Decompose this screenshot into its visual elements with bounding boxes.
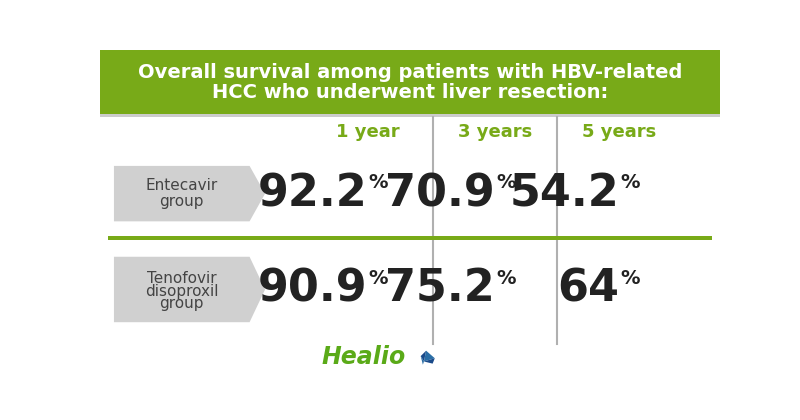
Text: 1 year: 1 year <box>335 123 399 141</box>
Bar <box>108 236 712 240</box>
Text: 5 years: 5 years <box>582 123 656 141</box>
Polygon shape <box>114 257 265 322</box>
Bar <box>100 113 720 117</box>
Text: disoproxil: disoproxil <box>145 284 218 299</box>
Polygon shape <box>114 166 265 221</box>
Text: Overall survival among patients with HBV-related: Overall survival among patients with HBV… <box>138 63 682 82</box>
Text: %: % <box>620 269 639 288</box>
Polygon shape <box>421 351 426 362</box>
Polygon shape <box>424 351 435 362</box>
Text: 92.2: 92.2 <box>258 172 367 215</box>
Text: Healio: Healio <box>322 345 406 369</box>
Text: %: % <box>496 173 515 192</box>
Text: Tenofovir: Tenofovir <box>147 271 217 286</box>
Text: 54.2: 54.2 <box>510 172 619 215</box>
Text: 75.2: 75.2 <box>386 268 495 311</box>
Text: %: % <box>496 269 515 288</box>
Text: 90.9: 90.9 <box>258 268 367 311</box>
Polygon shape <box>421 356 424 365</box>
Text: 3 years: 3 years <box>458 123 532 141</box>
Text: Entecavir: Entecavir <box>146 178 218 194</box>
Text: 64: 64 <box>558 268 619 311</box>
Text: 70.9: 70.9 <box>386 172 495 215</box>
Text: HCC who underwent liver resection:: HCC who underwent liver resection: <box>212 83 608 102</box>
Text: %: % <box>368 173 388 192</box>
Text: %: % <box>620 173 639 192</box>
Text: group: group <box>159 194 204 209</box>
Text: group: group <box>159 296 204 311</box>
Polygon shape <box>424 358 435 364</box>
Text: %: % <box>368 269 388 288</box>
Bar <box>100 50 720 113</box>
